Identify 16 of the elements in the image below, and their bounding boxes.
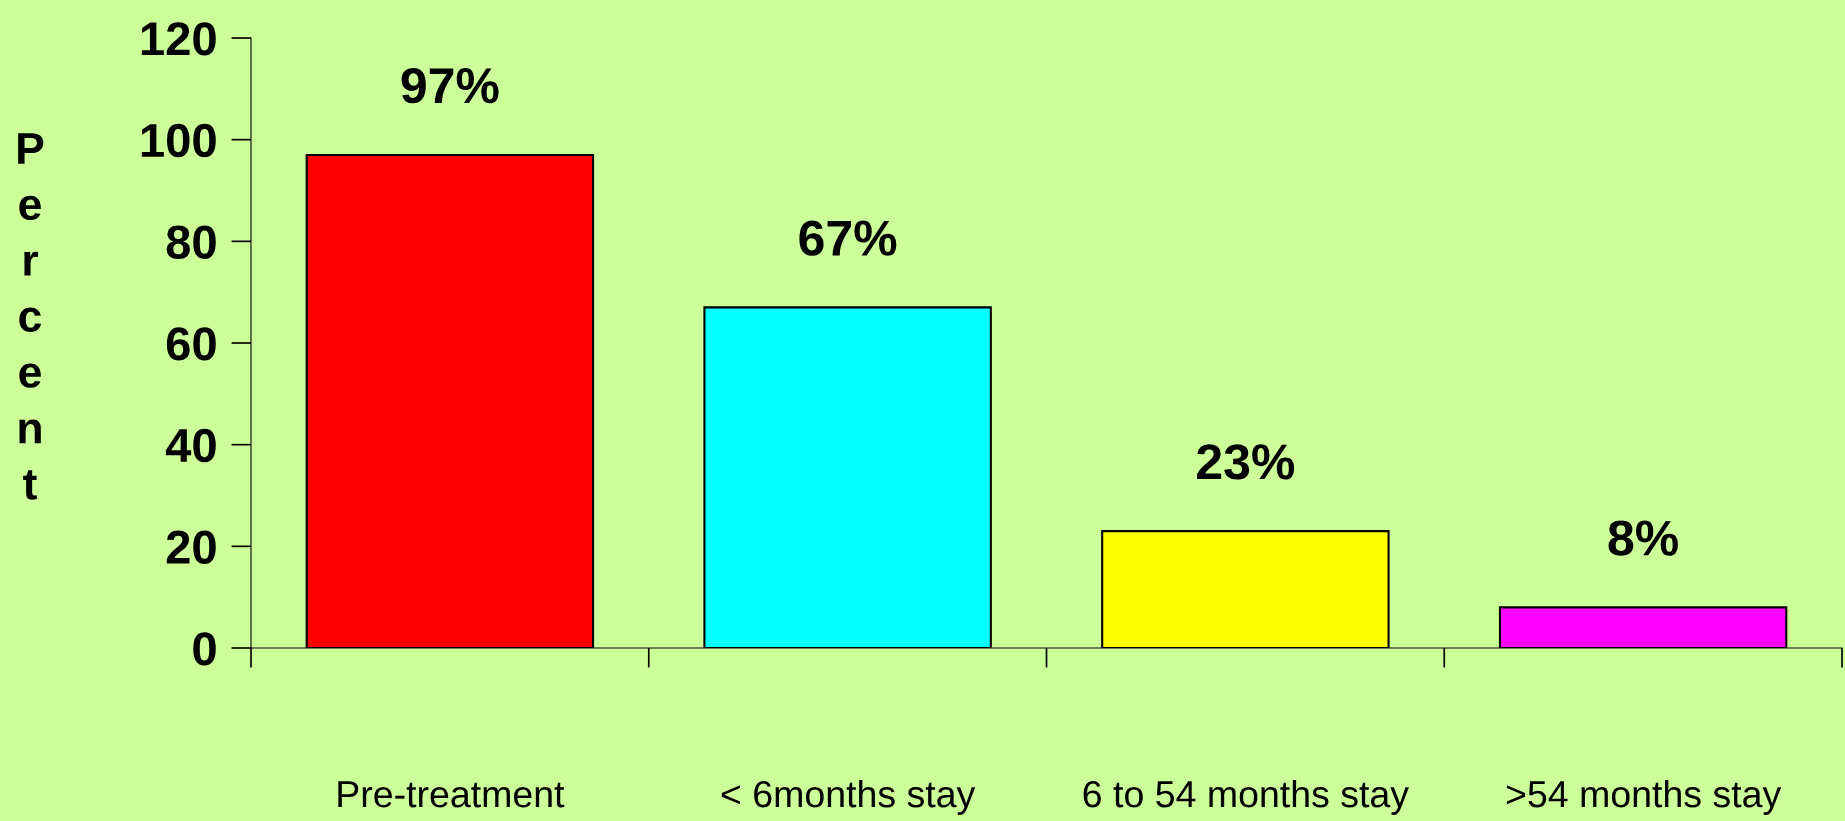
y-tick-label: 120	[141, 22, 216, 56]
x-tick-label: < 6months stay	[721, 779, 976, 815]
data-label: 8%	[1608, 520, 1678, 556]
y-axis-title: Percent	[18, 133, 44, 500]
y-tick-label: 80	[166, 225, 216, 259]
x-tick-label: Pre-treatment	[338, 781, 565, 808]
y-tick-label: 40	[165, 428, 216, 463]
data-label: 97%	[401, 67, 499, 104]
y-tick-label: 20	[166, 530, 216, 564]
y-tick-label: 60	[166, 327, 216, 361]
x-tick-label: 6 to 54 months stay	[1083, 779, 1409, 815]
y-tick-label: 0	[193, 632, 216, 666]
y-tick-label: 100	[141, 123, 216, 158]
data-label: 67%	[799, 220, 897, 256]
data-label: 23%	[1197, 444, 1295, 480]
x-tick-label: >54 months stay	[1506, 779, 1782, 815]
